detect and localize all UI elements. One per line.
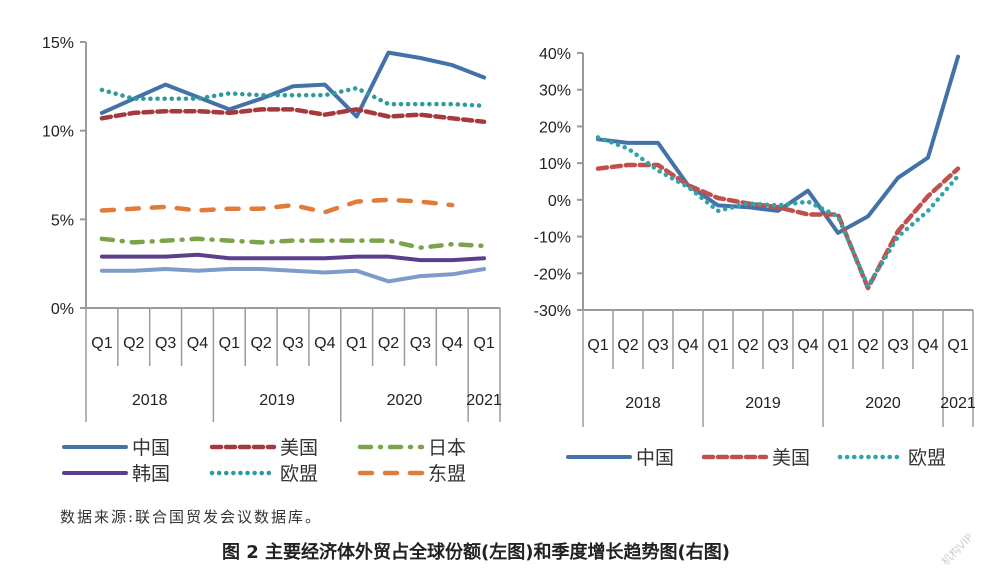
x-tick-label: Q3	[767, 337, 788, 354]
x-tick-label: Q3	[887, 337, 908, 354]
y-tick-label: 10%	[539, 156, 571, 173]
figure-caption: 图 2 主要经济体外贸占全球份额(左图)和季度增长趋势图(右图)	[222, 541, 730, 563]
x-tick-label: Q4	[442, 335, 463, 352]
legend-label: 美国	[772, 447, 810, 469]
x-tick-label: Q3	[282, 335, 303, 352]
y-tick-label: 0%	[548, 193, 571, 210]
year-label: 2019	[745, 395, 781, 412]
x-tick-label: Q4	[677, 337, 698, 354]
x-tick-label: Q1	[587, 337, 608, 354]
watermark: 机构VIP	[938, 530, 976, 568]
x-tick-label: Q1	[707, 337, 728, 354]
x-tick-label: Q3	[410, 335, 431, 352]
legend-label: 中国	[636, 447, 674, 469]
x-tick-label: Q2	[250, 335, 271, 352]
x-tick-label: Q2	[857, 337, 878, 354]
x-tick-label: Q1	[91, 335, 112, 352]
y-tick-label: 40%	[539, 46, 571, 63]
x-tick-label: Q4	[917, 337, 938, 354]
y-tick-label: 15%	[42, 35, 74, 52]
x-tick-label: Q4	[314, 335, 335, 352]
x-tick-label: Q2	[123, 335, 144, 352]
year-label: 2021	[466, 392, 502, 409]
series-line-日本	[99, 236, 487, 250]
legend-label: 欧盟	[908, 447, 946, 469]
right-legend: 中国 美国 欧盟	[566, 447, 946, 469]
year-label: 2018	[132, 392, 168, 409]
legend-label: 韩国	[132, 463, 170, 485]
series-line-东盟	[99, 197, 455, 215]
y-tick-label: 5%	[51, 212, 74, 229]
series-line-中国	[99, 50, 487, 119]
series-line-unlabeled	[99, 267, 487, 284]
series-line-美国	[99, 107, 487, 125]
x-tick-label: Q4	[797, 337, 818, 354]
left-chart-share-of-global-trade: 0% 5% 10% 15% Q1 Q2 Q3 Q4 Q1 Q2 Q3 Q4 Q1 Q2 Q3 Q4 Q1 2018…	[42, 35, 502, 422]
year-label: 2021	[940, 395, 976, 412]
x-tick-label: Q2	[617, 337, 638, 354]
x-tick-label: Q2	[378, 335, 399, 352]
y-tick-label: 10%	[42, 124, 74, 141]
series-line-中国	[596, 54, 960, 235]
y-tick-label: -30%	[534, 303, 571, 320]
series-line-美国	[595, 162, 961, 291]
y-tick-label: 30%	[539, 83, 571, 100]
y-tick-label: -20%	[534, 266, 571, 283]
series-line-欧盟	[595, 135, 961, 289]
x-tick-label: Q3	[155, 335, 176, 352]
legend-label: 中国	[132, 437, 170, 459]
x-tick-label: Q1	[219, 335, 240, 352]
y-tick-label: 0%	[51, 301, 74, 318]
x-tick-label: Q1	[827, 337, 848, 354]
source-note: 数据来源:联合国贸发会议数据库。	[60, 508, 322, 526]
legend-label: 东盟	[428, 463, 466, 485]
legend-label: 日本	[428, 437, 466, 459]
series-line-欧盟	[99, 85, 487, 109]
year-label: 2018	[625, 395, 661, 412]
x-tick-label: Q4	[187, 335, 208, 352]
year-label: 2019	[259, 392, 295, 409]
right-chart-quarterly-growth: -30% -20% -10% 0% 10% 20% 30% 40% Q1 Q2 Q3 Q4 Q1 Q2 Q3…	[534, 46, 976, 427]
series-line-韩国	[99, 252, 487, 263]
x-tick-label: Q1	[473, 335, 494, 352]
x-tick-label: Q3	[647, 337, 668, 354]
x-tick-label: Q1	[346, 335, 367, 352]
legend-label: 欧盟	[280, 463, 318, 485]
x-tick-label: Q2	[737, 337, 758, 354]
legend-label: 美国	[280, 437, 318, 459]
y-tick-label: 20%	[539, 119, 571, 136]
year-label: 2020	[387, 392, 423, 409]
year-label: 2020	[865, 395, 901, 412]
x-tick-label: Q1	[947, 337, 968, 354]
y-tick-label: -10%	[534, 230, 571, 247]
